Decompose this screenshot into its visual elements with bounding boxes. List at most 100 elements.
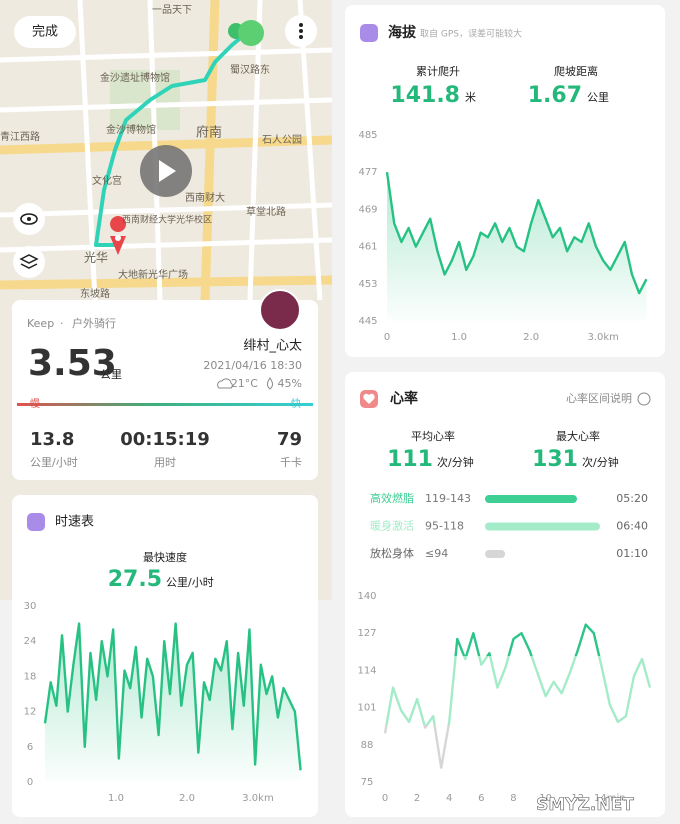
climb-unit: 米	[465, 91, 476, 104]
line	[385, 172, 648, 295]
y-tick-label: 12	[24, 707, 37, 718]
max-speed-label: 最快速度	[143, 550, 187, 564]
stat-label: 用时	[154, 456, 176, 469]
stat-value: 79	[277, 429, 302, 450]
x-tick-label: 3.0km	[587, 332, 618, 343]
y-tick-label: 140	[357, 591, 376, 602]
x-tick-label: 12	[571, 793, 584, 804]
stat-label: 千卡	[280, 456, 302, 469]
altitude-icon	[360, 24, 378, 42]
y-tick-label: 127	[357, 628, 376, 639]
avg-label: 平均心率	[411, 429, 455, 443]
datetime: 2021/04/16 18:30	[203, 359, 302, 372]
map-label: 草堂北路	[246, 205, 286, 218]
y-tick-label: 101	[357, 703, 376, 714]
x-tick-label: 4	[446, 793, 452, 804]
map-label: 光华	[84, 251, 108, 265]
summary-card	[12, 300, 318, 480]
temperature: 21°C	[231, 377, 258, 390]
done-button[interactable]: 完成	[14, 16, 76, 48]
drop-icon	[267, 377, 273, 390]
max-speed-unit: 公里/小时	[166, 576, 214, 589]
x-tick-label: 2	[414, 793, 420, 804]
zone-range: 95-118	[425, 520, 464, 533]
x-tick-label: 1.0	[451, 332, 467, 343]
max-unit: 次/分钟	[582, 455, 619, 469]
stat-label: 公里/小时	[30, 456, 78, 469]
watermark: SMYZ.NET	[536, 795, 634, 815]
map-label: 青江西路	[0, 130, 40, 143]
zone-name: 放松身体	[370, 546, 414, 560]
max-label: 最大心率	[556, 429, 600, 443]
y-tick-label: 485	[358, 130, 377, 141]
zone-bar	[485, 522, 600, 531]
map-label: 石人公园	[262, 134, 302, 146]
line	[383, 623, 652, 769]
distance: 3.53	[28, 343, 117, 384]
zone-help[interactable]: 心率区间说明	[566, 391, 651, 406]
slope-label: 爬坡距离	[554, 64, 598, 78]
cloud-icon	[217, 378, 233, 389]
y-tick-label: 88	[361, 740, 374, 751]
eye-button[interactable]	[13, 203, 45, 235]
x-tick-label: 0	[384, 332, 390, 343]
climb-label: 累计爬升	[416, 65, 460, 78]
y-tick-label: 469	[358, 204, 377, 215]
zone-range: ≤94	[425, 547, 448, 560]
line	[43, 622, 302, 771]
area	[45, 623, 301, 782]
x-tick-label: 2.0	[523, 332, 539, 343]
map-label: 西南财大	[185, 191, 225, 204]
x-tick-label: 1.0	[108, 793, 124, 804]
distance-unit: 公里	[100, 368, 122, 381]
app-name: Keep	[27, 317, 54, 330]
activity: 户外骑行	[72, 316, 116, 330]
max-heart: 131	[532, 447, 578, 472]
y-tick-label: 30	[24, 601, 37, 612]
avg-unit: 次/分钟	[437, 455, 474, 469]
climb: 141.8	[390, 83, 460, 108]
map-label: 大地新光华广场	[118, 268, 188, 281]
map-label: 金沙博物馆	[106, 123, 156, 136]
map-label: 西南财经大学光华校区	[122, 214, 212, 226]
card-title: 海拔	[388, 24, 417, 41]
heart-card	[345, 372, 665, 817]
zone-time: 06:40	[616, 520, 648, 533]
x-tick-label: 8	[510, 793, 516, 804]
zone-help-label: 心率区间说明	[566, 391, 632, 405]
fast-label: 快	[291, 398, 301, 410]
stat-value: 00:15:19	[120, 429, 210, 450]
slope: 1.67	[528, 83, 582, 108]
layers-button[interactable]	[13, 246, 45, 278]
x-tick-label: 3.0km	[242, 793, 273, 804]
stat-value: 13.8	[30, 429, 74, 450]
x-tick-label: 2.0	[179, 793, 195, 804]
map-label: 东坡路	[80, 287, 110, 300]
y-tick-label: 453	[358, 279, 377, 290]
more-button[interactable]	[285, 15, 317, 47]
zone-time: 05:20	[616, 492, 648, 505]
pace-bar	[17, 403, 313, 406]
zone-range: 119-143	[425, 492, 471, 505]
x-tick-label: 0	[382, 793, 388, 804]
map-label: 文化宫	[92, 174, 122, 187]
humidity: 45%	[278, 377, 302, 390]
zone-name: 高效燃脂	[370, 491, 414, 505]
max-speed: 27.5	[108, 567, 162, 592]
y-tick-label: 445	[358, 316, 377, 327]
y-tick-label: 0	[27, 777, 33, 788]
slow-label: 慢	[30, 398, 40, 410]
map-label: 蜀汉路东	[230, 63, 270, 76]
zone-bar	[485, 495, 577, 503]
y-tick-label: 24	[24, 636, 37, 647]
zone-bar	[485, 550, 506, 558]
x-tick-label: 10	[539, 793, 552, 804]
x-tick-label: 14min	[594, 793, 626, 804]
card-subtitle: 取自 GPS，误差可能较大	[420, 28, 522, 40]
user-name: 绯村_心太	[243, 339, 302, 354]
y-tick-label: 18	[24, 671, 37, 682]
avg-heart: 111	[387, 447, 433, 472]
x-tick-label: 6	[478, 793, 484, 804]
y-tick-label: 461	[358, 242, 377, 253]
